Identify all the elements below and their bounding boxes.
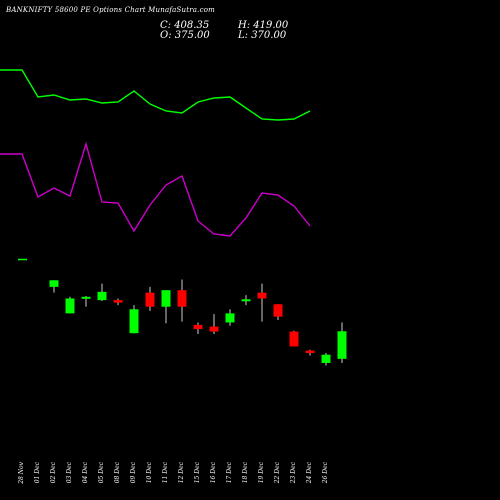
x-tick-label: 02 Dec [50, 461, 57, 483]
candle [225, 309, 235, 326]
candle-body-up [65, 298, 75, 314]
candle-body-down [113, 300, 123, 303]
x-tick-label: 16 Dec [210, 461, 217, 483]
x-tick-label: 28 Nov [18, 461, 25, 484]
high-value: H: 419.00 [238, 20, 289, 31]
candle-body-down [257, 292, 267, 299]
candle-body-down [193, 324, 203, 330]
candle [257, 283, 267, 322]
candle-body-down [209, 326, 219, 332]
candle [81, 295, 91, 307]
x-tick-label: 18 Dec [242, 461, 249, 483]
x-tick-label: 17 Dec [226, 461, 233, 483]
candle-body-up [225, 313, 235, 323]
x-tick-label: 05 Dec [98, 461, 105, 483]
candle-body-up [321, 354, 331, 363]
close-value: C: 408.35 [160, 20, 210, 31]
x-tick-label: 19 Dec [258, 461, 265, 483]
candle [209, 314, 219, 335]
candle-body-down [289, 331, 299, 347]
x-tick-label: 10 Dec [146, 461, 153, 483]
candle-body-up [161, 290, 171, 307]
candle [193, 322, 203, 335]
chart-title: BANKNIFTY 58600 PE Options Chart MunafaS… [6, 6, 215, 14]
low-value: L: 370.00 [238, 30, 287, 41]
x-tick-label: 08 Dec [114, 461, 121, 483]
candle [321, 353, 331, 366]
candle [289, 330, 299, 347]
candle-body-down [305, 350, 315, 354]
candle [337, 322, 347, 363]
x-tick-label: 24 Dec [306, 461, 313, 484]
candle [161, 290, 171, 324]
candle [129, 305, 139, 334]
x-tick-label: 09 Dec [130, 461, 137, 483]
candle-body-down [177, 290, 187, 307]
candle-body-up [81, 296, 91, 299]
candle [305, 349, 315, 356]
candle-body-up [337, 331, 347, 359]
x-tick-label: 03 Dec [66, 461, 73, 483]
x-tick-label: 01 Dec [34, 461, 41, 483]
x-tick-label: 26 Dec [322, 461, 329, 484]
x-tick-label: 12 Dec [178, 461, 185, 483]
candle-body-up [97, 291, 107, 301]
candle-body-down [145, 292, 155, 307]
x-tick-label: 23 Dec [290, 461, 297, 484]
candle [241, 295, 251, 306]
x-tick-label: 15 Dec [194, 461, 201, 483]
candle [113, 298, 123, 306]
candle-body-up [49, 280, 59, 287]
candle [145, 286, 155, 311]
open-value: O: 375.00 [160, 30, 210, 41]
candle-body-down [273, 304, 283, 317]
candle [97, 283, 107, 301]
x-tick-label: 04 Dec [82, 461, 89, 483]
candle-body-up [241, 299, 251, 302]
candle [65, 296, 75, 314]
x-tick-label: 22 Dec [274, 461, 281, 484]
candles [49, 279, 347, 366]
x-axis-labels: 28 Nov 01 Dec 02 Dec 03 Dec 04 Dec 05 Dec 08 D… [18, 461, 329, 484]
indicator-line-2 [0, 141, 311, 237]
candle-body-up [129, 309, 139, 334]
candle [49, 280, 59, 293]
candle [273, 304, 283, 320]
x-tick-label: 11 Dec [162, 461, 169, 483]
candle [177, 279, 187, 322]
indicator-line-1 [0, 69, 311, 121]
indicator-lines [0, 69, 311, 237]
